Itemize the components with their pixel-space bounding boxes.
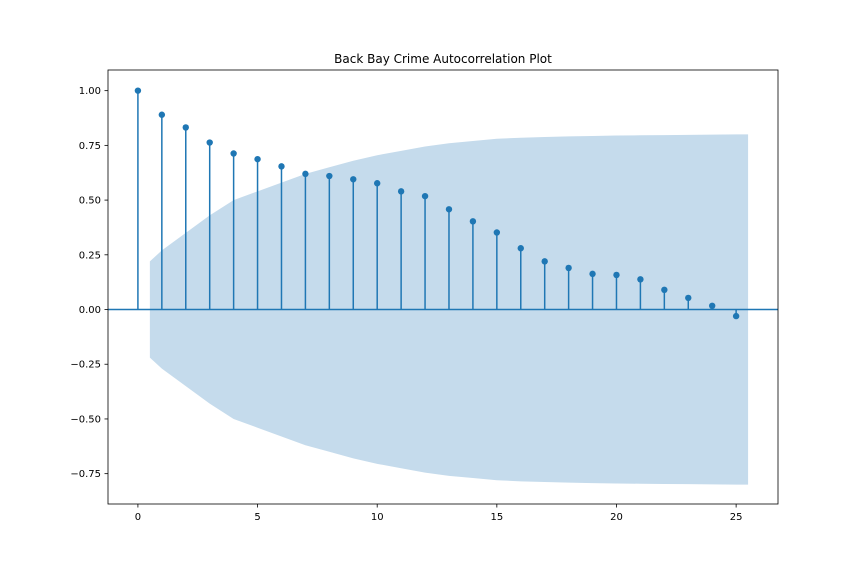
stem-layer — [137, 90, 737, 317]
chart-title: Back Bay Crime Autocorrelation Plot — [334, 52, 552, 66]
acf-point — [302, 170, 309, 178]
acf-point — [661, 286, 668, 294]
acf-point — [637, 276, 644, 283]
acf-point — [445, 206, 453, 213]
point-layer — [134, 87, 740, 320]
y-tick-label: 1.00 — [79, 86, 101, 97]
acf-point — [541, 258, 548, 265]
acf-point — [350, 176, 357, 183]
x-axis: 0 5 10 15 20 25 — [135, 504, 743, 523]
acf-point — [685, 294, 692, 302]
acf-point — [493, 229, 501, 236]
acf-point — [421, 192, 429, 200]
acf-point — [397, 188, 405, 195]
x-tick-label: 10 — [371, 512, 384, 523]
acf-point — [373, 180, 381, 187]
acf-point — [326, 172, 333, 180]
acf-point — [469, 218, 477, 225]
acf-point — [158, 111, 166, 118]
acf-point — [589, 270, 596, 278]
acf-point — [230, 150, 237, 157]
x-tick-label: 0 — [135, 512, 141, 523]
y-tick-label: 0.50 — [79, 196, 101, 207]
x-tick-label: 20 — [610, 512, 623, 523]
y-tick-label: 0.75 — [79, 141, 101, 152]
acf-point — [732, 312, 740, 320]
acf-point — [613, 271, 620, 279]
acf-point — [708, 302, 716, 310]
acf-point — [254, 155, 261, 163]
acf-point — [565, 264, 572, 272]
x-tick-label: 15 — [490, 512, 503, 523]
acf-point — [182, 124, 189, 131]
y-tick-label: −0.75 — [70, 469, 101, 480]
x-tick-label: 5 — [254, 512, 260, 523]
y-tick-label: −0.50 — [70, 414, 101, 425]
y-axis: −0.75 −0.50 −0.25 0.00 0.25 0.50 0.75 1.00 — [70, 86, 108, 480]
x-tick-label: 25 — [730, 512, 743, 523]
plot-frame — [107, 69, 779, 505]
acf-point — [517, 245, 524, 252]
y-tick-label: 0.25 — [79, 250, 101, 261]
y-tick-label: 0.00 — [79, 305, 101, 316]
acf-point — [206, 139, 213, 146]
acf-point — [278, 163, 285, 170]
y-tick-label: −0.25 — [70, 360, 101, 371]
acf-point — [134, 87, 142, 94]
